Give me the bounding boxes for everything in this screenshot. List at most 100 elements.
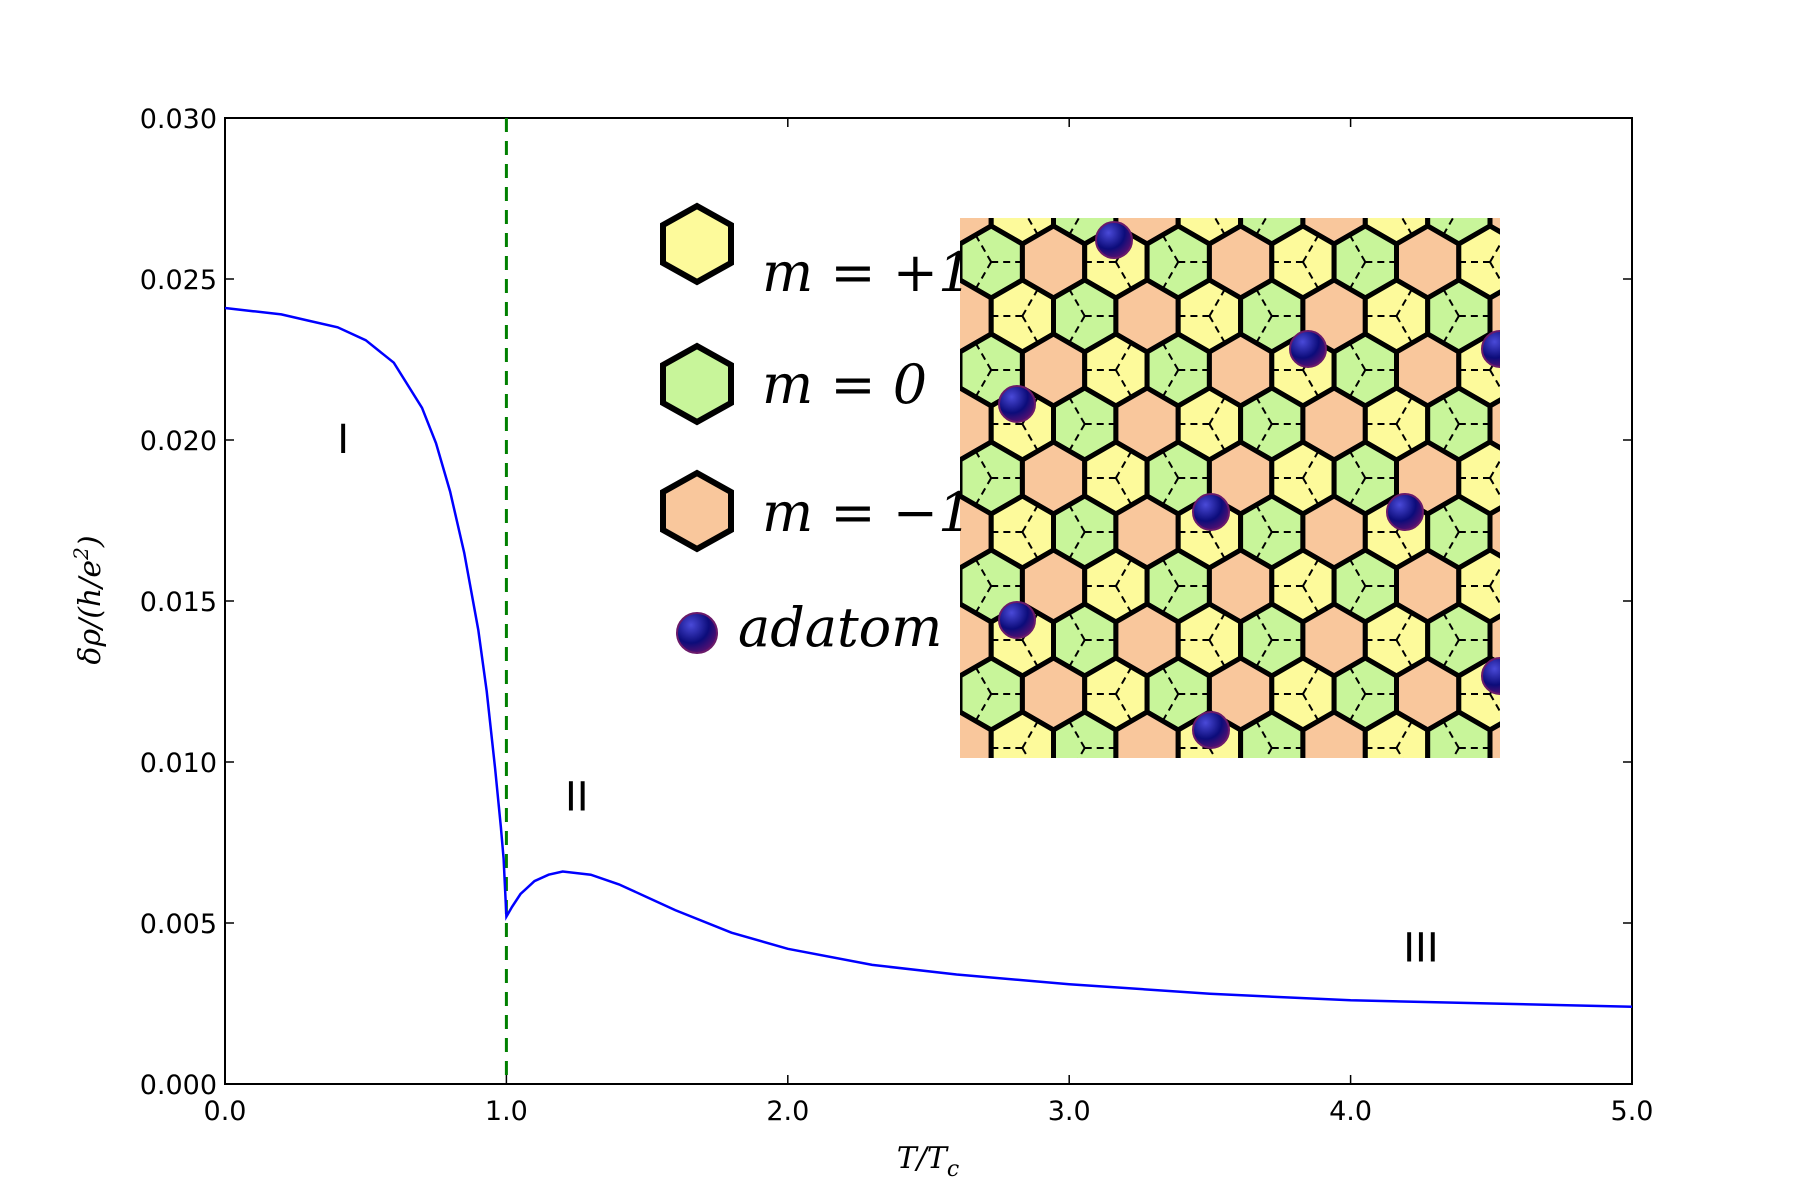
lattice-bond bbox=[1021, 423, 1039, 451]
adatom bbox=[1192, 493, 1230, 531]
lattice-bond bbox=[1115, 477, 1132, 505]
lattice-bond bbox=[975, 261, 993, 289]
lattice-bond bbox=[1255, 315, 1273, 343]
adatom bbox=[1289, 330, 1327, 368]
lattice-bond bbox=[1255, 397, 1273, 425]
lattice-bond bbox=[1208, 423, 1226, 451]
lattice-cell bbox=[1646, 766, 1708, 838]
lattice-bond bbox=[1442, 531, 1460, 559]
lattice-bond bbox=[1631, 290, 1646, 316]
region-label: III bbox=[1403, 926, 1438, 972]
lattice-bond bbox=[1349, 477, 1367, 505]
lattice-bond bbox=[1677, 802, 1692, 828]
lattice-bond bbox=[1162, 693, 1180, 721]
lattice-bond bbox=[1677, 154, 1692, 180]
lattice-bond bbox=[1077, 747, 1086, 758]
lattice-bond bbox=[1631, 398, 1646, 424]
legend-label-m-zero: m = 0 bbox=[762, 353, 927, 416]
lattice-bond bbox=[1302, 235, 1319, 263]
lattice-bond bbox=[1442, 397, 1460, 425]
x-tick-label: 3.0 bbox=[1048, 1096, 1091, 1127]
lattice-bond bbox=[1162, 667, 1180, 695]
y-tick-label: 0.010 bbox=[140, 748, 217, 779]
lattice-cell bbox=[1300, 709, 1368, 758]
lattice-bond bbox=[1631, 614, 1646, 640]
lattice-bond bbox=[1349, 667, 1367, 695]
lattice-bond bbox=[1677, 262, 1692, 288]
lattice-cell bbox=[1425, 709, 1493, 758]
lattice-bond bbox=[1442, 639, 1460, 667]
x-tick-label: 4.0 bbox=[1329, 1096, 1372, 1127]
lattice-bond bbox=[1026, 218, 1039, 235]
lattice-bond bbox=[1395, 721, 1413, 749]
lattice-bond bbox=[1442, 315, 1460, 343]
lattice-bond bbox=[1631, 532, 1646, 558]
lattice-bond bbox=[1302, 369, 1319, 397]
adatom bbox=[998, 601, 1036, 639]
x-tick-label: 5.0 bbox=[1611, 1096, 1654, 1127]
lattice-bond bbox=[1068, 397, 1086, 425]
lattice-bond bbox=[1021, 721, 1039, 749]
lattice-bond bbox=[1442, 721, 1460, 749]
legend-label-adatom: adatom bbox=[738, 596, 942, 659]
lattice-bond bbox=[1208, 315, 1226, 343]
lattice-bond bbox=[1349, 369, 1367, 397]
lattice-bond bbox=[1395, 315, 1413, 343]
lattice-bond bbox=[1395, 289, 1413, 317]
lattice-bond bbox=[1021, 505, 1039, 533]
lattice-bond bbox=[1021, 639, 1039, 667]
adatom bbox=[1386, 493, 1424, 531]
y-tick-label: 0.005 bbox=[140, 909, 217, 940]
axis-tick-labels: 0.0 1.0 2.0 3.0 4.0 5.0 0.000 0.005 0.010 0.015 0.… bbox=[140, 104, 1654, 1127]
lattice-bond bbox=[1068, 289, 1086, 317]
legend-label-m-minus: m = −1 bbox=[762, 481, 972, 544]
lattice-bond bbox=[1255, 423, 1273, 451]
lattice-bond bbox=[1631, 640, 1646, 666]
region-label: I bbox=[337, 417, 349, 463]
x-tick-label: 0.0 bbox=[204, 1096, 247, 1127]
lattice-cell bbox=[1487, 721, 1500, 758]
lattice-bond bbox=[1677, 694, 1692, 720]
lattice-bond bbox=[1395, 747, 1404, 758]
lattice-bond bbox=[1208, 613, 1226, 641]
legend-hexagon-m-minus bbox=[660, 469, 734, 553]
lattice-bond bbox=[1115, 261, 1132, 289]
axis-ticks bbox=[224, 117, 1633, 1085]
lattice-bond bbox=[1115, 343, 1132, 371]
lattice-bond bbox=[1349, 585, 1367, 613]
lattice-bond bbox=[1677, 452, 1692, 478]
lattice-bond bbox=[1677, 478, 1692, 504]
lattice-bond bbox=[1021, 747, 1030, 758]
lattice-bond bbox=[1068, 531, 1086, 559]
x-tick-label: 2.0 bbox=[766, 1096, 809, 1127]
lattice-bond bbox=[1349, 261, 1367, 289]
legend-label-m-plus: m = +1 bbox=[762, 241, 972, 304]
lattice-bond bbox=[1068, 218, 1081, 235]
lattice-bond bbox=[975, 477, 993, 505]
lattice-bond bbox=[1255, 289, 1273, 317]
adatom bbox=[1481, 330, 1500, 368]
lattice-bond bbox=[1208, 397, 1226, 425]
lattice-cell bbox=[1646, 658, 1708, 730]
lattice-bond bbox=[1255, 505, 1273, 533]
lattice-bond bbox=[1115, 585, 1132, 613]
lattice-cell bbox=[988, 709, 1056, 758]
lattice-bond bbox=[1677, 236, 1692, 262]
lattice-bond bbox=[1401, 218, 1413, 235]
adatom bbox=[1095, 221, 1133, 259]
lattice-cell bbox=[1646, 118, 1708, 190]
lattice-bond bbox=[975, 585, 993, 613]
lattice-bond bbox=[1255, 721, 1273, 749]
y-axis-label: δρ/(h/e2) bbox=[69, 535, 108, 664]
lattice-cell bbox=[1646, 442, 1708, 514]
lattice-bond bbox=[975, 559, 993, 587]
lattice-bond bbox=[1162, 369, 1180, 397]
adatom bbox=[998, 385, 1036, 423]
lattice-bond bbox=[1442, 218, 1455, 235]
lattice-bond bbox=[1208, 531, 1226, 559]
lattice-bond bbox=[1208, 639, 1226, 667]
lattice-bond bbox=[1162, 559, 1180, 587]
hexagonal-lattice-inset bbox=[960, 118, 1708, 838]
lattice-bond bbox=[1489, 242, 1500, 263]
